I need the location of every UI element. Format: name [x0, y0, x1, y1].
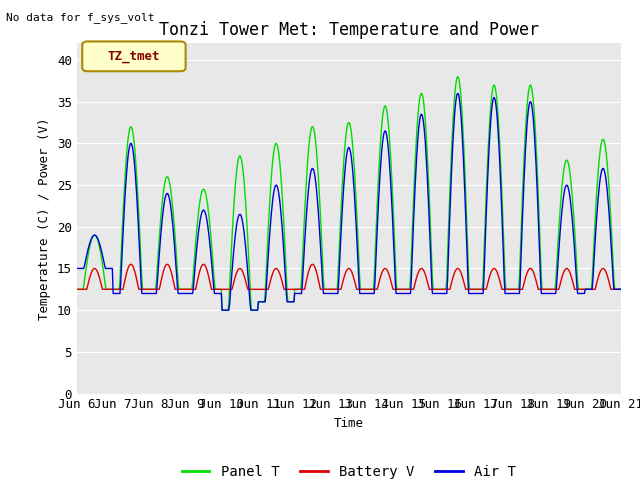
Line: Air T: Air T [77, 94, 621, 310]
FancyBboxPatch shape [82, 41, 186, 71]
Line: Panel T: Panel T [77, 77, 621, 310]
Title: Tonzi Tower Met: Temperature and Power: Tonzi Tower Met: Temperature and Power [159, 21, 539, 39]
Battery V [127, 262, 135, 267]
Battery V [431, 287, 439, 292]
Y-axis label: Temperature (C) / Power (V): Temperature (C) / Power (V) [38, 117, 51, 320]
Air T [73, 265, 81, 271]
Air T [83, 252, 90, 258]
Panel T [431, 287, 439, 292]
Panel T [223, 307, 231, 313]
Panel T [73, 287, 81, 292]
Battery V [416, 267, 424, 273]
Legend: Panel T, Battery V, Air T: Panel T, Battery V, Air T [176, 460, 522, 480]
Air T [431, 290, 439, 296]
Panel T [416, 97, 424, 103]
Battery V [617, 287, 625, 292]
Battery V [195, 273, 202, 278]
Air T [194, 235, 202, 240]
Battery V [140, 287, 147, 292]
Air T [218, 307, 226, 313]
Battery V [73, 287, 81, 292]
Panel T [454, 74, 461, 80]
X-axis label: Time: Time [334, 417, 364, 430]
Air T [223, 307, 231, 313]
Panel T [83, 262, 90, 267]
Panel T [617, 287, 625, 292]
Battery V [223, 287, 231, 292]
Panel T [218, 307, 226, 313]
Air T [454, 91, 461, 96]
Air T [139, 290, 147, 296]
Text: TZ_tmet: TZ_tmet [108, 50, 160, 63]
Text: No data for f_sys_volt: No data for f_sys_volt [6, 12, 155, 23]
Line: Battery V: Battery V [77, 264, 621, 289]
Battery V [83, 287, 90, 292]
Panel T [194, 216, 202, 221]
Air T [416, 118, 424, 124]
Air T [617, 287, 625, 292]
Panel T [139, 287, 147, 292]
